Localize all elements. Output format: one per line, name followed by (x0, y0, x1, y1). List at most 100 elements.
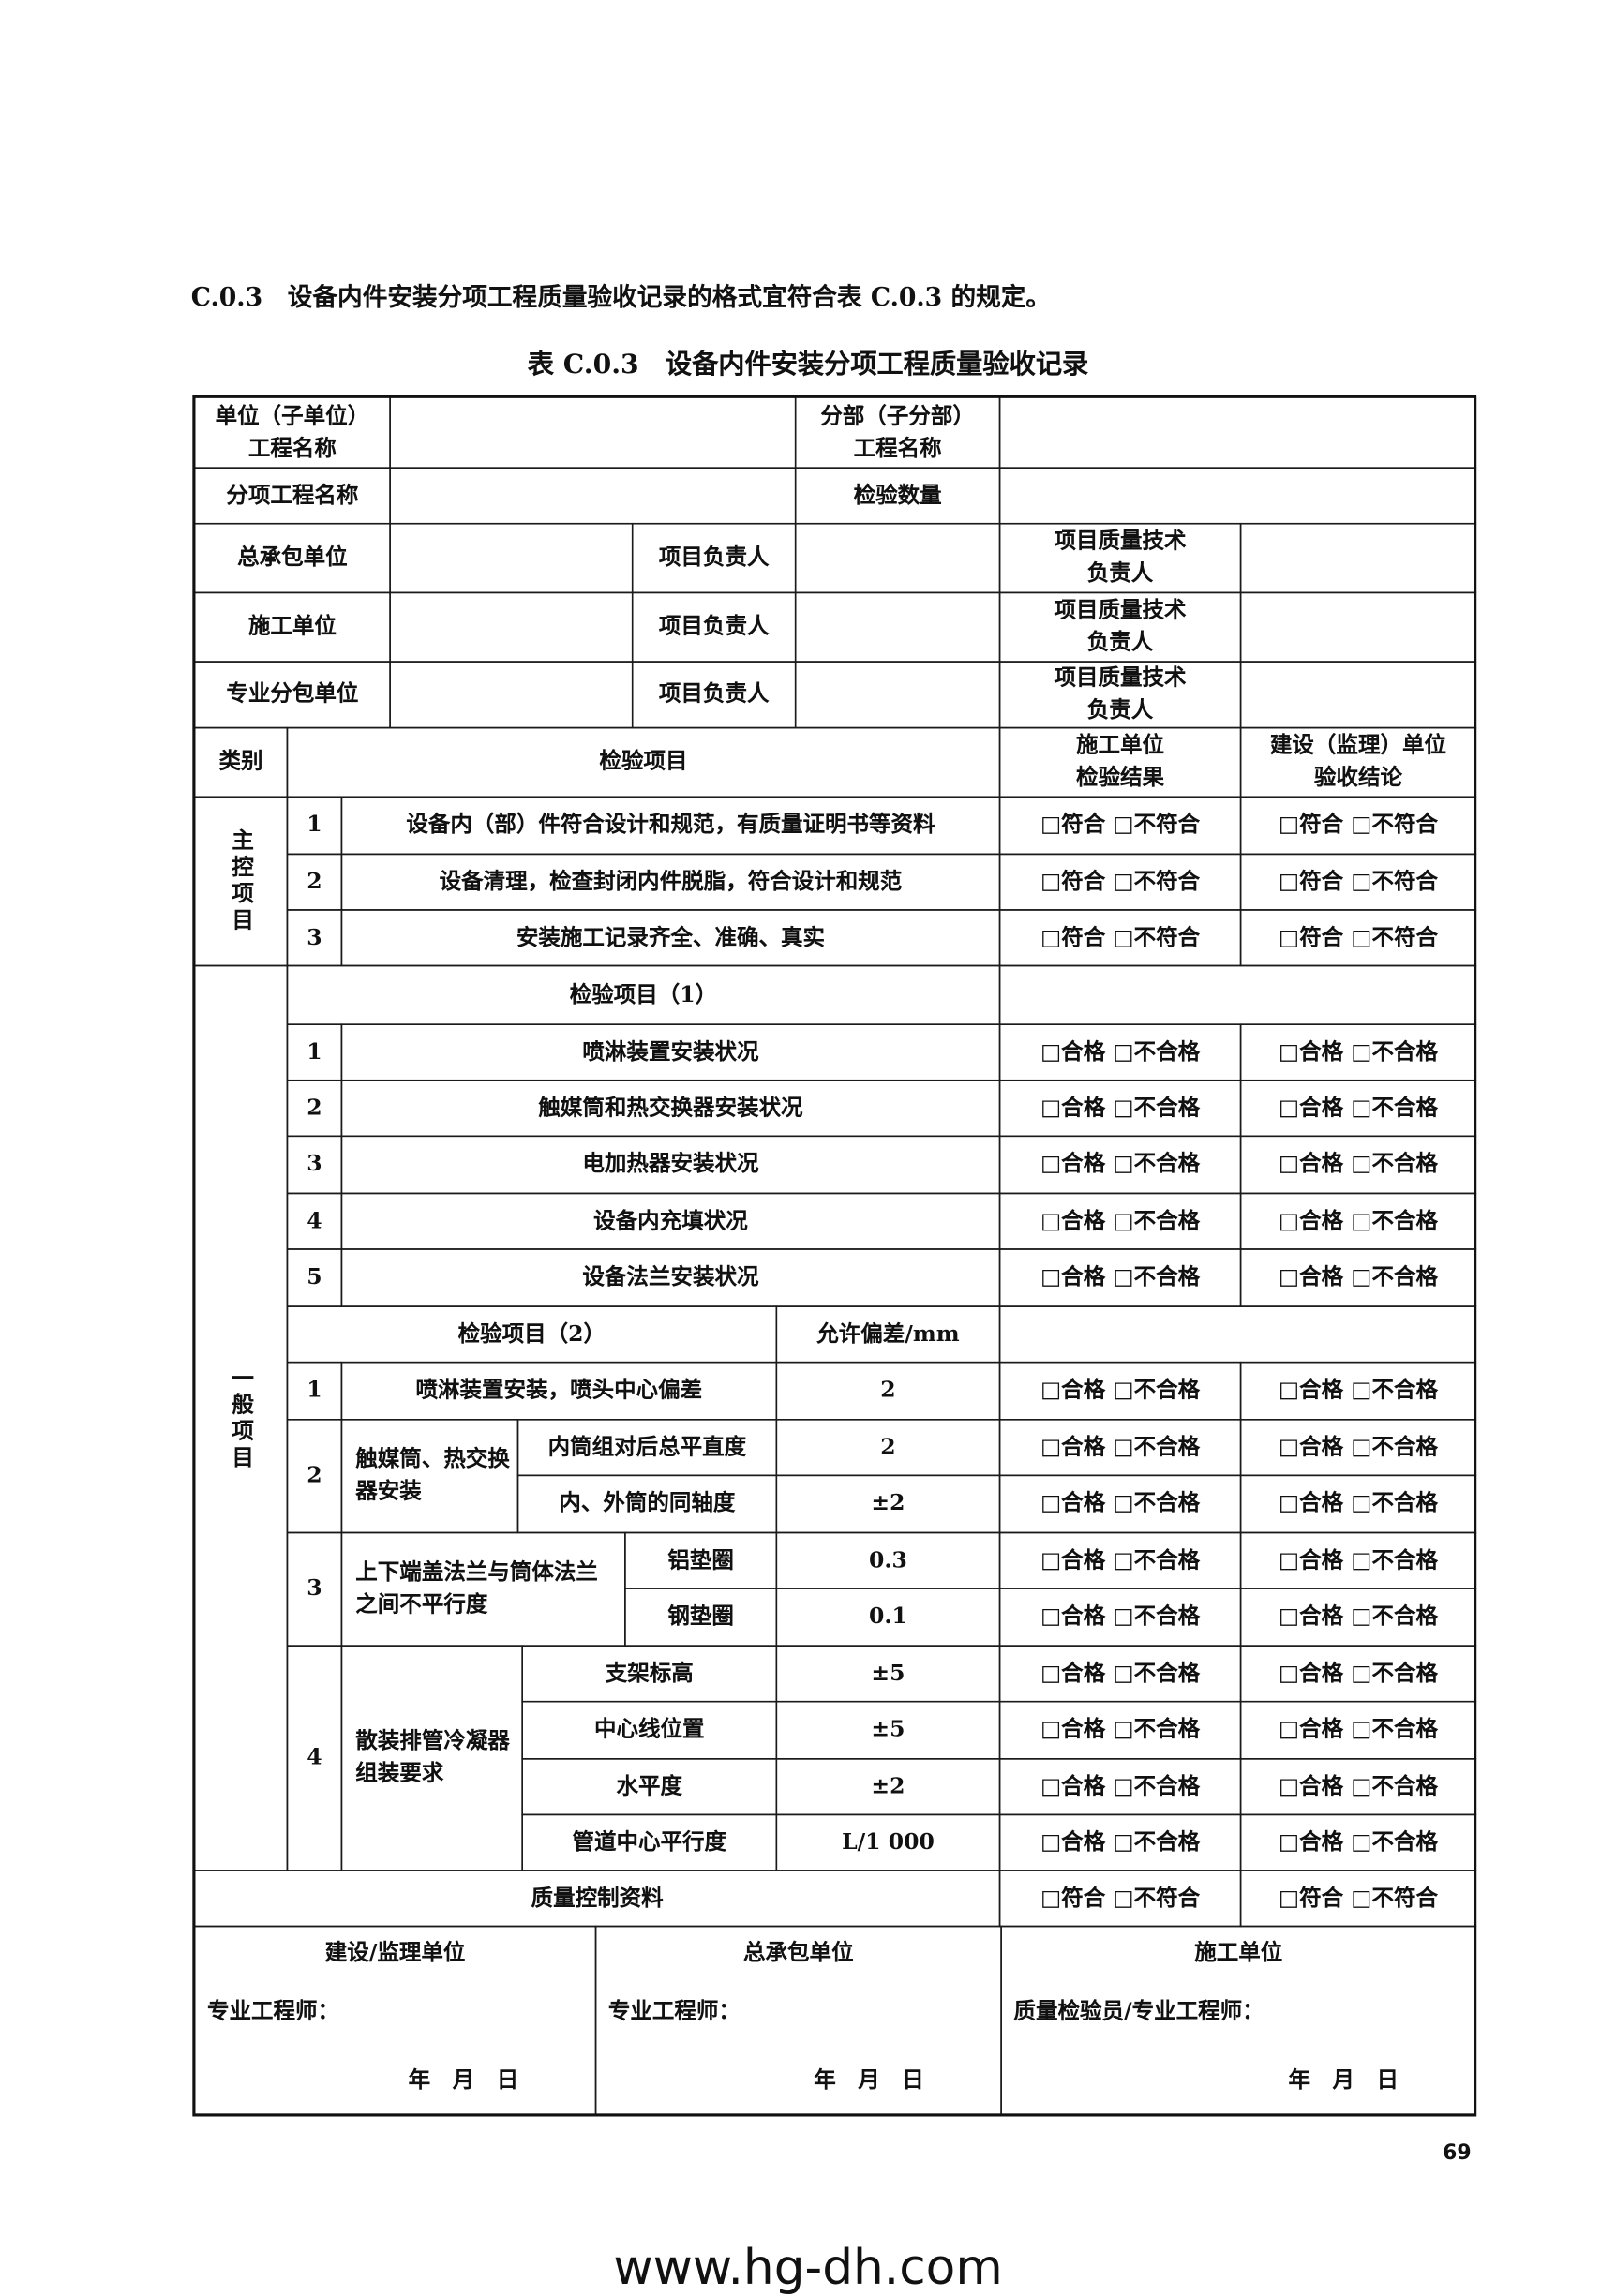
contractor-conform-checkbox[interactable]: □符合 □不符合 (998, 909, 1242, 967)
group2-blank (998, 1305, 1477, 1364)
supervisor-conclusion-header: 建设（监理）单位 验收结论 (1239, 726, 1477, 798)
supervisor-conform-checkbox[interactable]: □符合 □不符合 (1239, 796, 1477, 856)
supervisor-qualified-checkbox[interactable]: □合格 □不合格 (1239, 1474, 1477, 1534)
org-field[interactable] (389, 522, 634, 594)
supervisor-qualified-checkbox[interactable]: □合格 □不合格 (1239, 1531, 1477, 1589)
sub-item-text: 内、外筒的同轴度 (516, 1474, 778, 1534)
item-group-text: 上下端盖法兰与筒体法兰之间不平行度 (340, 1531, 626, 1647)
item-text: 设备清理，检查封闭内件脱脂，符合设计和规范 (340, 853, 1001, 911)
supervisor-qualified-checkbox[interactable]: □合格 □不合格 (1239, 1079, 1477, 1138)
unit-name-field[interactable] (389, 396, 797, 469)
org-field[interactable] (389, 591, 634, 663)
contractor-qualified-checkbox[interactable]: □合格 □不合格 (998, 1700, 1242, 1760)
item-number: 2 (286, 1419, 343, 1534)
supervisor-qualified-checkbox[interactable]: □合格 □不合格 (1239, 1135, 1477, 1195)
supervisor-conform-checkbox[interactable]: □符合 □不符合 (1239, 1870, 1477, 1928)
main-control-label: 主控项目 (193, 796, 289, 967)
contractor-qualified-checkbox[interactable]: □合格 □不合格 (998, 1645, 1242, 1703)
contractor-conform-checkbox[interactable]: □符合 □不符合 (998, 1870, 1242, 1928)
quality-docs-label: 质量控制资料 (193, 1870, 1001, 1928)
group1-blank (998, 964, 1477, 1025)
sub-item-text: 铝垫圈 (624, 1531, 778, 1589)
contractor-qualified-checkbox[interactable]: □合格 □不合格 (998, 1023, 1242, 1081)
supervisor-qualified-checkbox[interactable]: □合格 □不合格 (1239, 1588, 1477, 1647)
signature-role-label: 专业工程师： (206, 1997, 340, 2024)
supervisor-qualified-checkbox[interactable]: □合格 □不合格 (1239, 1700, 1477, 1760)
page-number: 69 (1443, 2141, 1472, 2166)
item-text: 安装施工记录齐全、准确、真实 (340, 909, 1001, 967)
org-label: 专业分包单位 (193, 661, 391, 729)
signature-org-title: 总承包单位 (743, 1938, 854, 1966)
item-number: 5 (286, 1248, 343, 1307)
tolerance-value: 0.3 (775, 1531, 1001, 1589)
signature-org-title: 建设/监理单位 (324, 1938, 466, 1966)
inspection-qty-label: 检验数量 (794, 467, 1001, 525)
item-text: 设备法兰安装状况 (340, 1248, 1001, 1307)
signature-block[interactable]: 施工单位 质量检验员/专业工程师： 年 月 日 (1000, 1925, 1477, 2117)
signature-block[interactable]: 建设/监理单位专业工程师： 年 月 日 (193, 1925, 597, 2117)
contractor-qualified-checkbox[interactable]: □合格 □不合格 (998, 1361, 1242, 1421)
project-manager-field[interactable] (794, 591, 1001, 663)
item-text: 喷淋装置安装，喷头中心偏差 (340, 1361, 778, 1421)
project-manager-field[interactable] (794, 522, 1001, 594)
tolerance-value: 2 (775, 1361, 1001, 1421)
contractor-qualified-checkbox[interactable]: □合格 □不合格 (998, 1758, 1242, 1816)
inspection-qty-field[interactable] (998, 467, 1477, 525)
item-text: 喷淋装置安装状况 (340, 1023, 1001, 1081)
project-manager-field[interactable] (794, 661, 1001, 729)
org-field[interactable] (389, 661, 634, 729)
sub-item-text: 内筒组对后总平直度 (516, 1419, 778, 1477)
contractor-qualified-checkbox[interactable]: □合格 □不合格 (998, 1079, 1242, 1138)
contractor-qualified-checkbox[interactable]: □合格 □不合格 (998, 1192, 1242, 1250)
org-label: 施工单位 (193, 591, 391, 663)
supervisor-qualified-checkbox[interactable]: □合格 □不合格 (1239, 1813, 1477, 1871)
contractor-qualified-checkbox[interactable]: □合格 □不合格 (998, 1135, 1242, 1195)
tolerance-value: L/1 000 (775, 1813, 1001, 1871)
contractor-qualified-checkbox[interactable]: □合格 □不合格 (998, 1474, 1242, 1534)
item-name-field[interactable] (389, 467, 797, 525)
item-group-text: 散装排管冷凝器组装要求 (340, 1645, 523, 1871)
supervisor-qualified-checkbox[interactable]: □合格 □不合格 (1239, 1419, 1477, 1477)
subdivision-name-label: 分部（子分部） 工程名称 (794, 396, 1001, 469)
item-number: 2 (286, 853, 343, 911)
quality-tech-lead-field[interactable] (1239, 661, 1477, 729)
watermark: www.hg-dh.com (613, 2238, 1003, 2296)
quality-tech-lead-field[interactable] (1239, 522, 1477, 594)
sub-item-text: 支架标高 (521, 1645, 778, 1703)
signature-org-title: 施工单位 (1194, 1938, 1283, 1966)
supervisor-qualified-checkbox[interactable]: □合格 □不合格 (1239, 1645, 1477, 1703)
supervisor-qualified-checkbox[interactable]: □合格 □不合格 (1239, 1758, 1477, 1816)
item-group-text: 触媒筒、热交换器安装 (340, 1419, 519, 1534)
supervisor-conform-checkbox[interactable]: □符合 □不符合 (1239, 909, 1477, 967)
supervisor-qualified-checkbox[interactable]: □合格 □不合格 (1239, 1248, 1477, 1307)
project-manager-label: 项目负责人 (631, 522, 797, 594)
item-text: 触媒筒和热交换器安装状况 (340, 1079, 1001, 1138)
subdivision-name-field[interactable] (998, 396, 1477, 469)
item-number: 1 (286, 796, 343, 856)
tolerance-value: ±2 (775, 1758, 1001, 1816)
signature-date-label: 年 月 日 (408, 2066, 519, 2094)
contractor-conform-checkbox[interactable]: □符合 □不符合 (998, 853, 1242, 911)
contractor-qualified-checkbox[interactable]: □合格 □不合格 (998, 1531, 1242, 1589)
supervisor-qualified-checkbox[interactable]: □合格 □不合格 (1239, 1023, 1477, 1081)
supervisor-qualified-checkbox[interactable]: □合格 □不合格 (1239, 1361, 1477, 1421)
tolerance-value: ±5 (775, 1645, 1001, 1703)
contractor-result-header: 施工单位 检验结果 (998, 726, 1242, 798)
supervisor-conform-checkbox[interactable]: □符合 □不符合 (1239, 853, 1477, 911)
unit-name-label: 单位（子单位） 工程名称 (193, 396, 391, 469)
project-manager-label: 项目负责人 (631, 591, 797, 663)
item-number: 3 (286, 1135, 343, 1195)
signature-role-label: 专业工程师： (607, 1997, 741, 2024)
contractor-conform-checkbox[interactable]: □符合 □不符合 (998, 796, 1242, 856)
contractor-qualified-checkbox[interactable]: □合格 □不合格 (998, 1588, 1242, 1647)
general-items-label: 一般项目 (193, 964, 289, 1871)
signature-block[interactable]: 总承包单位 专业工程师： 年 月 日 (594, 1925, 1002, 2117)
supervisor-qualified-checkbox[interactable]: □合格 □不合格 (1239, 1192, 1477, 1250)
contractor-qualified-checkbox[interactable]: □合格 □不合格 (998, 1248, 1242, 1307)
sub-item-text: 中心线位置 (521, 1700, 778, 1760)
quality-tech-lead-field[interactable] (1239, 591, 1477, 663)
contractor-qualified-checkbox[interactable]: □合格 □不合格 (998, 1419, 1242, 1477)
signature-role-label: 质量检验员/专业工程师： (1013, 1997, 1264, 2024)
contractor-qualified-checkbox[interactable]: □合格 □不合格 (998, 1813, 1242, 1871)
table-title: 表 C.0.3 设备内件安装分项工程质量验收记录 (527, 350, 1089, 380)
